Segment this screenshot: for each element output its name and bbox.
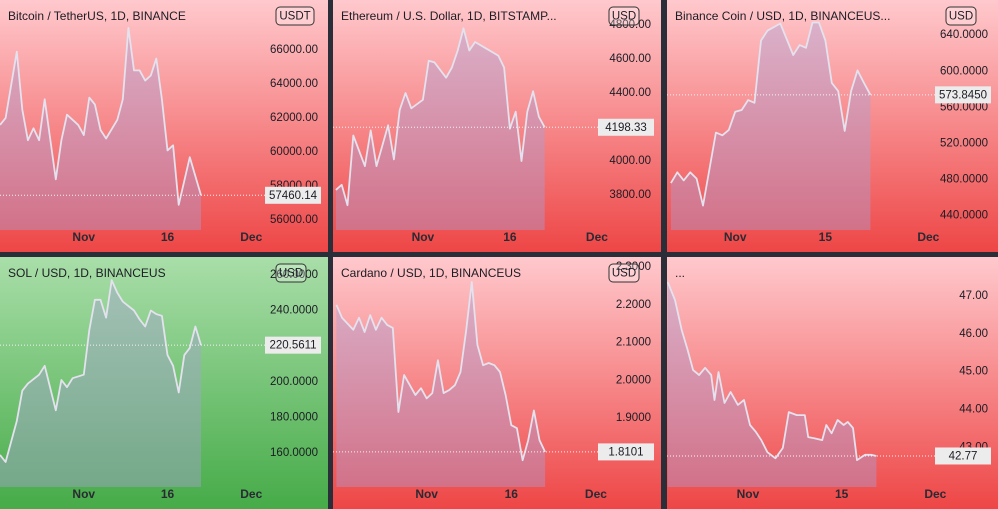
x-tick-label: Nov — [412, 230, 435, 244]
panel-background — [667, 0, 998, 252]
last-price-label: 573.8450 — [939, 89, 987, 101]
panel-background — [667, 257, 998, 509]
currency-label[interactable]: USD — [612, 11, 636, 23]
y-tick-label: 200.0000 — [270, 376, 318, 388]
currency-box[interactable] — [275, 6, 315, 26]
last-price-box — [598, 443, 654, 461]
last-price-box — [935, 86, 991, 104]
chart-panel: 440.0000 480.0000 520.0000 560.0000 600.0000… — [667, 0, 998, 252]
chart-title: Ethereum / U.S. Dollar, 1D, BITSTAMP... — [341, 9, 557, 23]
chart-title: ... — [675, 266, 685, 280]
chart-panel: 1.80001.90002.00002.10002.20002.3000Nov1… — [333, 257, 661, 509]
y-tick-label: 46.00 — [959, 328, 988, 340]
area — [670, 22, 871, 230]
y-tick-label: 3800.00 — [609, 189, 651, 201]
price-line — [670, 21, 872, 207]
y-tick-label: 180.0000 — [270, 411, 318, 423]
currency-box[interactable] — [275, 263, 307, 283]
last-price-label: 4198.33 — [605, 122, 647, 134]
x-tick-label: Dec — [585, 487, 607, 501]
currency-label[interactable]: USD — [612, 268, 636, 280]
y-tick-label: 560.0000 — [940, 101, 988, 113]
currency-label[interactable]: USDT — [279, 11, 310, 23]
y-tick-label: 520.0000 — [940, 137, 988, 149]
x-tick-label: 16 — [161, 230, 175, 244]
x-tick-label: Dec — [240, 230, 262, 244]
y-tick-label: 2.0000 — [616, 374, 651, 386]
currency-box[interactable] — [608, 6, 640, 26]
x-tick-label: 16 — [503, 230, 517, 244]
chart-panel: 160.0000180.0000200.0000220.0000240.0000… — [0, 257, 328, 509]
last-price-label: 220.5611 — [269, 340, 316, 352]
y-tick-label: 44.00 — [959, 403, 988, 415]
x-tick-label: 16 — [161, 487, 175, 501]
y-tick-label: 66000.00 — [270, 44, 318, 56]
currency-box[interactable] — [945, 6, 977, 26]
last-price-box — [935, 447, 991, 465]
last-price-box — [265, 336, 321, 354]
area — [0, 280, 201, 487]
y-tick-label: 640.0000 — [940, 29, 988, 41]
last-price-label: 42.77 — [949, 451, 978, 463]
x-tick-label: Nov — [724, 230, 747, 244]
x-tick-label: Nov — [415, 487, 438, 501]
y-tick-label: 47.00 — [959, 290, 988, 302]
y-tick-label: 64000.00 — [270, 78, 318, 90]
last-price-label: 57460.14 — [269, 190, 318, 202]
chart-panel: 56000.0058000.0060000.0062000.0064000.00… — [0, 0, 328, 252]
y-tick-label: 600.0000 — [940, 65, 988, 77]
y-tick-label: 2.1000 — [616, 337, 651, 349]
x-tick-label: Nov — [737, 487, 760, 501]
y-tick-label: 4400.00 — [609, 87, 651, 99]
y-tick-label: 440.0000 — [940, 210, 988, 222]
currency-box[interactable] — [608, 263, 640, 283]
chart-panel: 3800.004000.004200.004400.004600.004800.… — [333, 0, 661, 252]
currency-label[interactable]: USD — [279, 268, 303, 280]
price-line — [335, 27, 546, 207]
x-tick-label: Dec — [924, 487, 946, 501]
y-tick-label: 480.0000 — [940, 174, 988, 186]
area — [0, 27, 201, 231]
y-tick-label: 2.2000 — [616, 299, 651, 311]
last-price-box — [598, 118, 654, 136]
y-tick-label: 60000.00 — [270, 146, 318, 158]
x-tick-label: Nov — [72, 230, 95, 244]
chart-title: Bitcoin / TetherUS, 1D, BINANCE — [8, 9, 186, 23]
last-price-box — [265, 186, 321, 204]
y-tick-label: 56000.00 — [270, 214, 318, 226]
x-tick-label: Dec — [240, 487, 262, 501]
x-tick-label: 15 — [835, 487, 849, 501]
x-tick-label: 16 — [505, 487, 519, 501]
chart-title: SOL / USD, 1D, BINANCEUS — [8, 266, 166, 280]
price-line — [0, 27, 202, 206]
y-tick-label: 45.00 — [959, 366, 988, 378]
y-tick-label: 240.0000 — [270, 305, 318, 317]
currency-label[interactable]: USD — [949, 11, 973, 23]
y-tick-label: 1.9000 — [616, 412, 651, 424]
price-line — [667, 281, 877, 461]
x-tick-label: 15 — [819, 230, 833, 244]
price-line — [0, 279, 202, 463]
area — [335, 28, 545, 231]
x-tick-label: Dec — [586, 230, 608, 244]
y-tick-label: 4000.00 — [609, 155, 651, 167]
chart-title: Binance Coin / USD, 1D, BINANCEUS... — [675, 9, 890, 23]
panel-background — [333, 257, 661, 509]
panel-background — [0, 257, 328, 509]
y-tick-label: 160.0000 — [270, 447, 318, 459]
last-price-label: 1.8101 — [608, 446, 643, 458]
area — [336, 281, 546, 487]
y-tick-label: 62000.00 — [270, 112, 318, 124]
y-tick-label: 4600.00 — [609, 53, 651, 65]
x-tick-label: Dec — [917, 230, 939, 244]
price-line — [335, 281, 546, 462]
x-tick-label: Nov — [72, 487, 95, 501]
chart-title: Cardano / USD, 1D, BINANCEUS — [341, 266, 521, 280]
